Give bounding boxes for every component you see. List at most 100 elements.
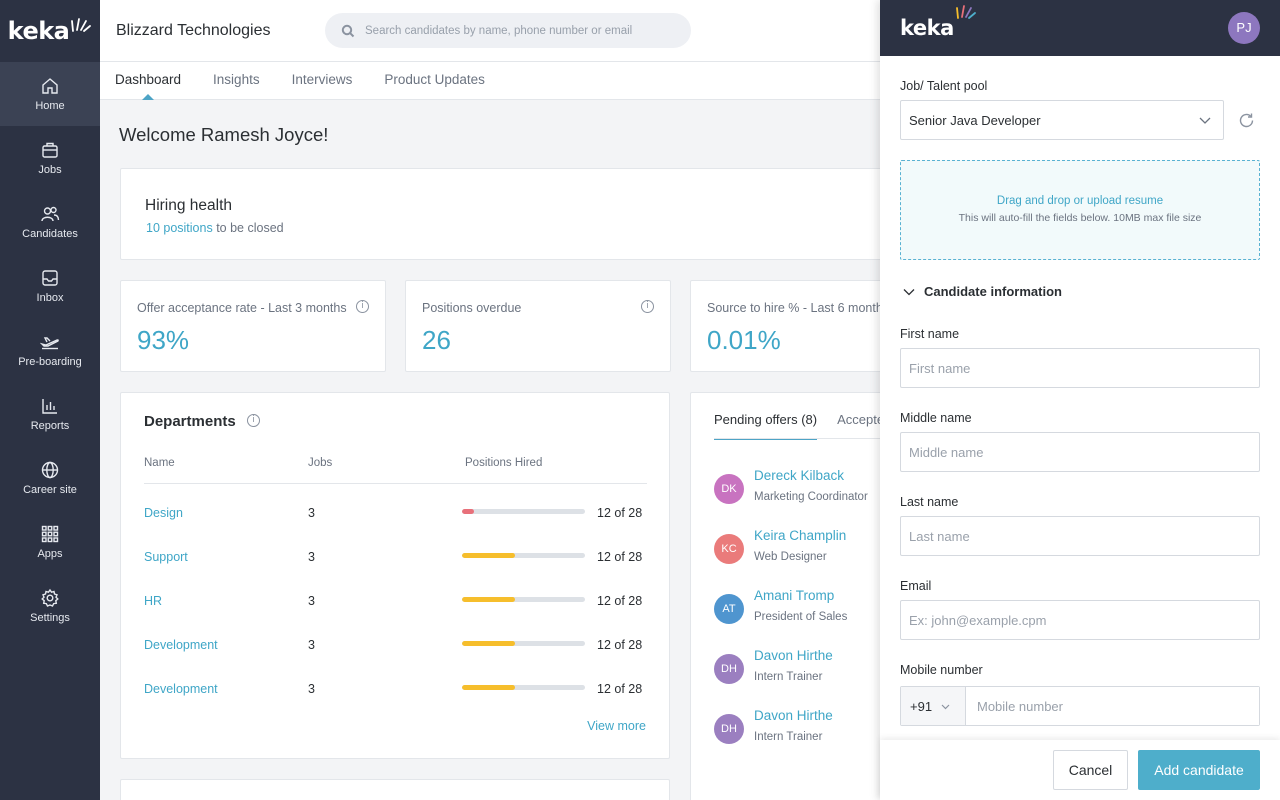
avatar: AT [714, 594, 744, 624]
info-icon[interactable]: i [641, 300, 654, 313]
sidebar: keka Home Jobs Candidates Inbox Pre-boar… [0, 0, 100, 800]
sidebar-item-settings[interactable]: Settings [0, 574, 100, 638]
sidebar-item-apps[interactable]: Apps [0, 510, 100, 574]
info-icon[interactable]: i [356, 300, 369, 313]
tab-insights[interactable]: Insights [213, 72, 260, 87]
candidate-info-toggle[interactable]: Candidate information [902, 284, 1062, 299]
chevron-down-icon [903, 288, 915, 295]
candidate-name-link[interactable]: Davon Hirthe [754, 648, 833, 663]
hired-count: 12 of 28 [597, 550, 643, 564]
sidebar-item-label: Jobs [38, 164, 62, 176]
add-candidate-button[interactable]: Add candidate [1138, 750, 1260, 790]
first-name-field[interactable] [900, 348, 1260, 388]
hired-count: 12 of 28 [597, 682, 643, 696]
cancel-button[interactable]: Cancel [1053, 750, 1128, 790]
sidebar-item-jobs[interactable]: Jobs [0, 126, 100, 190]
next-card [120, 779, 670, 800]
list-item: AT Amani Tromp President of Sales [714, 588, 880, 638]
department-link[interactable]: HR [144, 594, 163, 608]
jobs-count: 3 [308, 594, 315, 608]
departments-table-header: Name Jobs Positions Hired [144, 457, 647, 484]
department-link[interactable]: Development [144, 638, 218, 652]
sidebar-item-label: Pre-boarding [18, 356, 82, 368]
sidebar-item-reports[interactable]: Reports [0, 382, 100, 446]
candidate-name-link[interactable]: Amani Tromp [754, 588, 835, 603]
last-name-label: Last name [900, 495, 959, 509]
sidebar-item-label: Candidates [22, 228, 78, 240]
tab-pending-offers[interactable]: Pending offers (8) [714, 412, 818, 440]
tab-interviews[interactable]: Interviews [291, 72, 353, 87]
mobile-label: Mobile number [900, 663, 983, 677]
chevron-down-icon [941, 704, 950, 709]
sidebar-item-career-site[interactable]: Career site [0, 446, 100, 510]
kpi-label: Offer acceptance rate - Last 3 months [137, 301, 347, 315]
gear-icon [40, 588, 60, 608]
kpi-offer-acceptance: Offer acceptance rate - Last 3 months i … [120, 280, 386, 372]
candidate-role: Web Designer [754, 551, 827, 563]
mobile-number-field[interactable] [966, 687, 1259, 725]
section-title: Candidate information [924, 284, 1062, 299]
sidebar-item-pre-boarding[interactable]: Pre-boarding [0, 318, 100, 382]
hiring-health-card: Hiring health 10 positions to be closed [120, 168, 880, 260]
hired-progress-fill [462, 553, 515, 558]
logo-rays-icon [71, 18, 92, 32]
candidate-name-link[interactable]: Keira Champlin [754, 528, 847, 543]
view-more-link[interactable]: View more [587, 719, 646, 733]
keka-logo[interactable]: keka [0, 0, 100, 62]
tab-accepted-offers[interactable]: Accepte [837, 412, 880, 427]
hired-progress-bar [462, 641, 585, 646]
candidate-name-link[interactable]: Dereck Kilback [754, 468, 845, 483]
first-name-label: First name [900, 327, 960, 341]
hired-count: 12 of 28 [597, 638, 643, 652]
last-name-field[interactable] [900, 516, 1260, 556]
resume-dropzone[interactable]: Drag and drop or upload resume This will… [900, 160, 1260, 260]
dashboard-content: Welcome Ramesh Joyce! Hiring health 10 p… [100, 100, 880, 800]
positions-link[interactable]: 10 positions [146, 221, 213, 235]
logo-wordmark: keka [7, 17, 70, 45]
panel-footer: Cancel Add candidate [880, 740, 1280, 800]
jobs-count: 3 [308, 638, 315, 652]
kpi-value: 26 [422, 325, 451, 355]
divider [714, 438, 880, 439]
hired-progress-fill [462, 597, 515, 602]
tab-product-updates[interactable]: Product Updates [384, 72, 485, 87]
refresh-icon[interactable] [1238, 112, 1255, 129]
company-name: Blizzard Technologies [116, 21, 271, 39]
search-box[interactable] [325, 13, 691, 48]
candidate-name-link[interactable]: Davon Hirthe [754, 708, 833, 723]
avatar: DH [714, 714, 744, 744]
table-row: Support 3 12 of 28 [144, 543, 647, 587]
info-icon[interactable]: i [247, 414, 260, 427]
sidebar-item-candidates[interactable]: Candidates [0, 190, 100, 254]
user-avatar[interactable]: PJ [1228, 12, 1260, 44]
hired-progress-fill [462, 509, 475, 514]
users-icon [40, 204, 60, 224]
avatar: DH [714, 654, 744, 684]
chevron-down-icon [1199, 117, 1211, 124]
table-row: Development 3 12 of 28 [144, 675, 647, 719]
sidebar-item-home[interactable]: Home [0, 62, 100, 126]
search-input[interactable] [365, 24, 685, 37]
logo-wordmark: keka [900, 16, 954, 40]
hired-progress-fill [462, 641, 515, 646]
sidebar-nav: Home Jobs Candidates Inbox Pre-boarding … [0, 62, 100, 638]
country-code-select[interactable]: +91 [901, 687, 966, 725]
sidebar-item-label: Inbox [36, 292, 64, 304]
sidebar-item-inbox[interactable]: Inbox [0, 254, 100, 318]
search-icon [341, 24, 355, 37]
job-select[interactable]: Senior Java Developer [900, 100, 1224, 140]
home-icon [40, 76, 60, 96]
department-link[interactable]: Support [144, 550, 188, 564]
upload-resume-link[interactable]: Drag and drop or upload resume [996, 195, 1164, 207]
department-link[interactable]: Development [144, 682, 218, 696]
logo-rays-icon [955, 5, 976, 19]
list-item: KC Keira Champlin Web Designer [714, 528, 880, 578]
hired-count: 12 of 28 [597, 594, 643, 608]
hiring-health-summary: 10 positions to be closed [146, 221, 284, 235]
department-link[interactable]: Design [144, 506, 183, 520]
table-row: HR 3 12 of 28 [144, 587, 647, 631]
email-field[interactable] [900, 600, 1260, 640]
middle-name-field[interactable] [900, 432, 1260, 472]
tab-dashboard[interactable]: Dashboard [115, 62, 181, 100]
kpi-positions-overdue: Positions overdue i 26 [405, 280, 671, 372]
